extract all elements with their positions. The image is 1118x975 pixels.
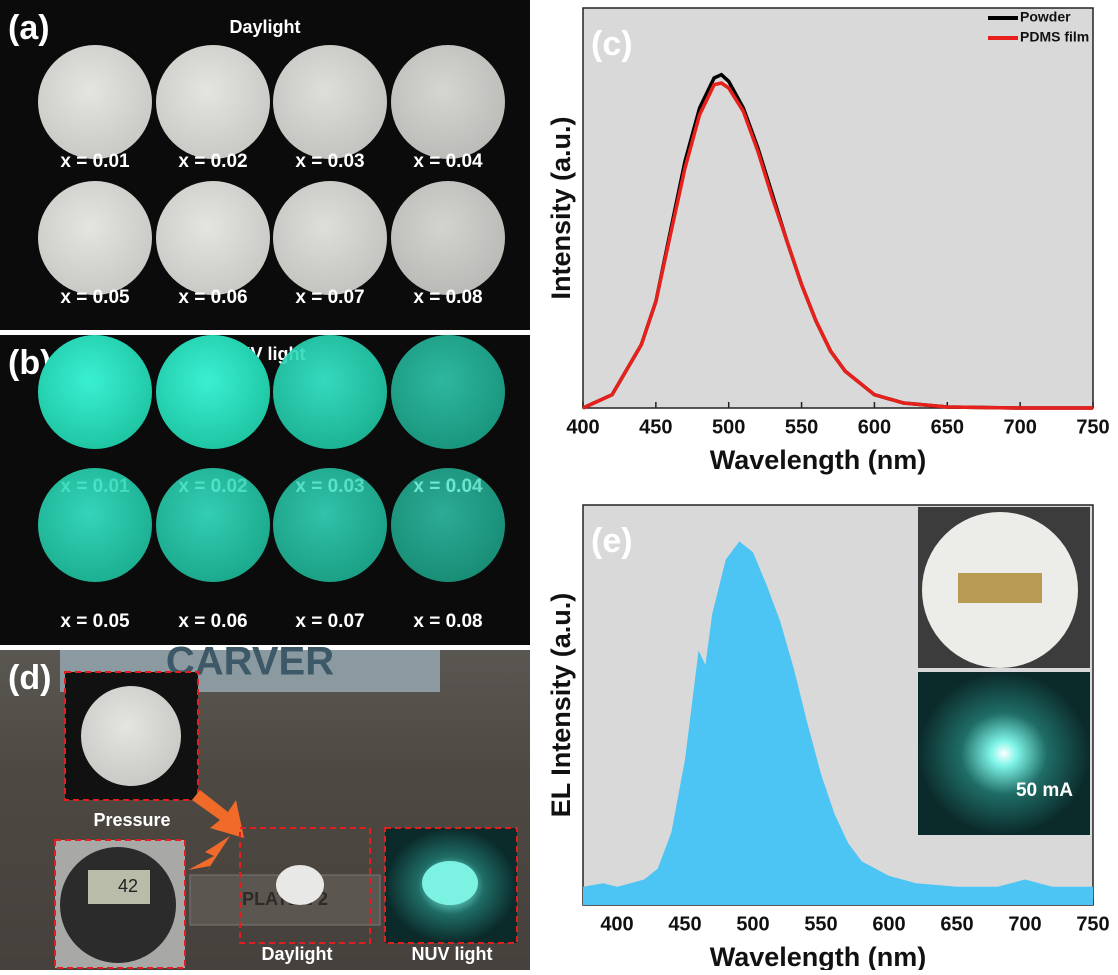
inset-label: 50 mA [1016,780,1073,801]
sample-disc [273,468,387,582]
x-tick-label: 650 [940,913,973,935]
x-tick-label: 400 [566,416,599,438]
panel-label: (e) [591,522,633,560]
sample-disc [391,45,505,159]
sample-label: x = 0.08 [413,287,482,308]
legend-label: Powder [1020,9,1071,25]
sample-label: x = 0.01 [60,151,130,172]
sample-label: x = 0.07 [295,611,364,632]
sample-disc [156,45,270,159]
x-tick-label: 550 [785,416,818,438]
glowing-sample [422,861,478,905]
x-tick-label: 550 [804,913,837,935]
gauge-reading: 42 [118,876,138,896]
x-tick-label: 400 [600,913,633,935]
gauge [60,847,176,963]
x-tick-label: 650 [931,416,964,438]
sample-label: x = 0.06 [178,611,247,632]
sample-label: x = 0.05 [60,611,130,632]
x-tick-label: 700 [1008,913,1041,935]
sample-label: x = 0.08 [413,611,482,632]
sample-disc [156,181,270,295]
sample [276,865,324,905]
legend-label: PDMS film [1020,29,1089,45]
sample-disc [156,335,270,449]
sample-label: x = 0.06 [178,287,247,308]
x-tick-label: 450 [668,913,701,935]
sample-label: x = 0.05 [60,287,130,308]
x-tick-label: 500 [736,913,769,935]
sample-label: x = 0.04 [413,151,483,172]
panel-label: (d) [8,659,51,697]
plot-area [583,8,1093,408]
sample-label: x = 0.07 [295,287,364,308]
panel-label: (c) [591,25,633,63]
y-axis-label: Intensity (a.u.) [546,116,576,299]
x-axis-label: Wavelength (nm) [710,942,927,970]
y-axis-label: EL Intensity (a.u.) [546,593,576,818]
sample-disc [391,468,505,582]
sample-disc [273,181,387,295]
inset-photo [918,672,1090,835]
x-axis-label: Wavelength (nm) [710,445,927,475]
sample-disc [273,45,387,159]
sample-disc [38,45,152,159]
x-tick-label: 750 [1076,913,1109,935]
x-tick-label: 450 [639,416,672,438]
x-tick-label: 600 [872,913,905,935]
panel-label: (a) [8,9,50,47]
sample-disc [38,335,152,449]
x-tick-label: 600 [858,416,891,438]
sample-disc [391,335,505,449]
x-tick-label: 700 [1003,416,1036,438]
sample-disc [273,335,387,449]
panel-title: Daylight [229,17,300,37]
x-tick-label: 750 [1076,416,1109,438]
caption: Daylight [261,944,332,964]
sample-disc [156,468,270,582]
sample-disc [38,468,152,582]
caption: NUV light [412,944,493,964]
caption: Pressure [93,810,170,830]
panel-d: CARVER PLATEN 2 (d) Pressure Daylight NU… [0,640,530,970]
sample-label: x = 0.03 [295,151,364,172]
x-tick-label: 500 [712,416,745,438]
sample-disc [38,181,152,295]
pellet [81,686,181,786]
sample-label: x = 0.02 [178,151,247,172]
sample-disc [391,181,505,295]
led-board [958,573,1042,603]
figure: (a) Daylight (b) NUV light CARVER PLATEN… [0,0,1118,970]
